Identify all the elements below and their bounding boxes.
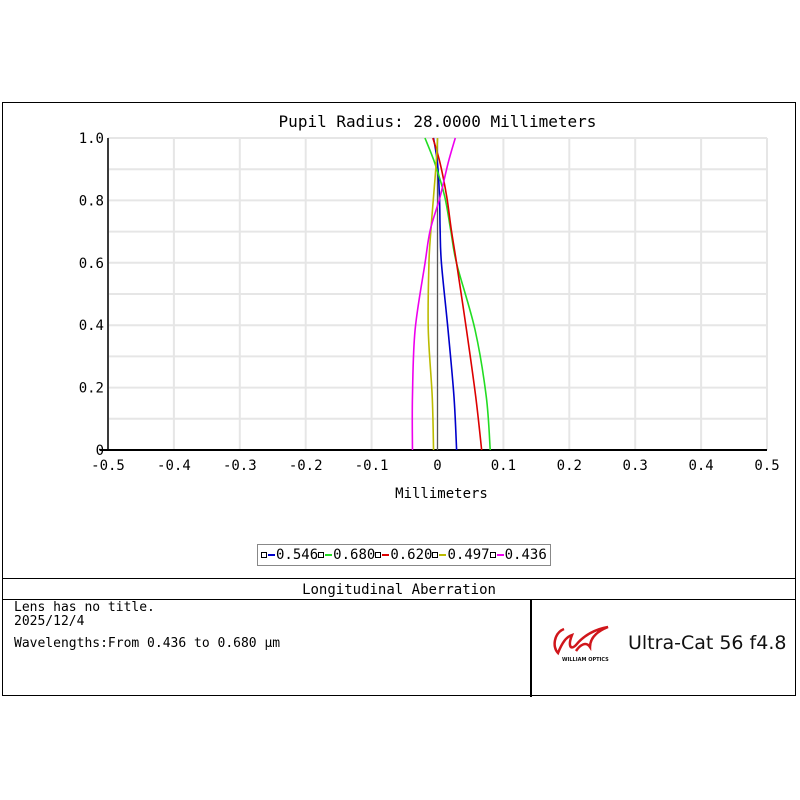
legend-item: 0.497 [432,545,490,565]
model-name: Ultra-Cat 56 f4.8 [628,632,787,654]
footer-panel: Longitudinal Aberration Lens has no titl… [2,578,796,697]
y-tick-label: 0 [96,443,104,459]
series-line-0.620 [432,137,483,451]
legend-item: 0.620 [375,545,432,565]
x-tick-label: -0.5 [91,458,125,474]
y-tick-label: 1.0 [79,131,104,147]
series-line-0.546 [432,137,458,451]
legend-marker [489,552,496,558]
legend-label: 0.680 [333,547,376,563]
divider [530,600,532,697]
aberration-chart: Pupil Radius: 28.0000 Millimeters -0.5 -0.… [79,112,780,502]
plot-window [2,102,796,696]
lens-title: Lens has no title. [14,600,155,615]
legend-swatch [382,554,390,556]
legend-marker [432,552,439,558]
y-tick-label: 0.6 [79,256,104,272]
legend-label: 0.620 [390,547,433,563]
legend-label: 0.436 [504,547,547,563]
lens-info: Lens has no title. 2025/12/4 Wavelengths… [14,601,280,651]
svg-text:WILLIAM OPTICS: WILLIAM OPTICS [562,657,609,663]
x-tick-label: 0.3 [623,458,648,474]
legend-item: 0.436 [489,545,547,565]
legend: 0.546 0.680 0.620 0.497 0.436 [257,544,551,566]
legend-swatch [268,554,275,556]
x-axis-label: Millimeters [395,486,488,502]
x-tick-label: 0.1 [491,458,516,474]
legend-item: 0.546 [261,545,318,565]
brand: WILLIAM OPTICS Ultra-Cat 56 f4.8 [550,623,786,663]
x-tick-label: 0 [433,458,441,474]
x-tick-label: 0.5 [754,458,779,474]
legend-swatch [439,554,447,556]
y-tick-label: 0.8 [79,193,104,209]
legend-swatch [325,554,333,556]
legend-label: 0.497 [447,547,490,563]
x-tick-label: -0.4 [157,458,191,474]
series-line-0.436 [411,137,457,451]
x-tick-label: 0.2 [557,458,582,474]
legend-label: 0.546 [276,547,319,563]
x-tick-label: -0.2 [289,458,323,474]
chart-title: Pupil Radius: 28.0000 Millimeters [279,112,597,131]
date: 2025/12/4 [14,614,85,629]
series-line-0.497 [427,137,439,451]
legend-item: 0.680 [318,545,375,565]
x-tick-label: -0.3 [223,458,257,474]
wavelengths: Wavelengths:From 0.436 to 0.680 µm [14,636,281,651]
william-optics-logo: WILLIAM OPTICS [553,625,609,663]
y-tick-label: 0.4 [79,318,104,334]
x-tick-label: 0.4 [688,458,713,474]
footer-title: Longitudinal Aberration [2,579,796,600]
legend-marker [261,552,267,558]
legend-swatch [496,554,504,556]
legend-marker [318,552,325,558]
legend-marker [375,552,382,558]
y-tick-label: 0.2 [79,381,104,397]
x-tick-label: -0.1 [355,458,389,474]
